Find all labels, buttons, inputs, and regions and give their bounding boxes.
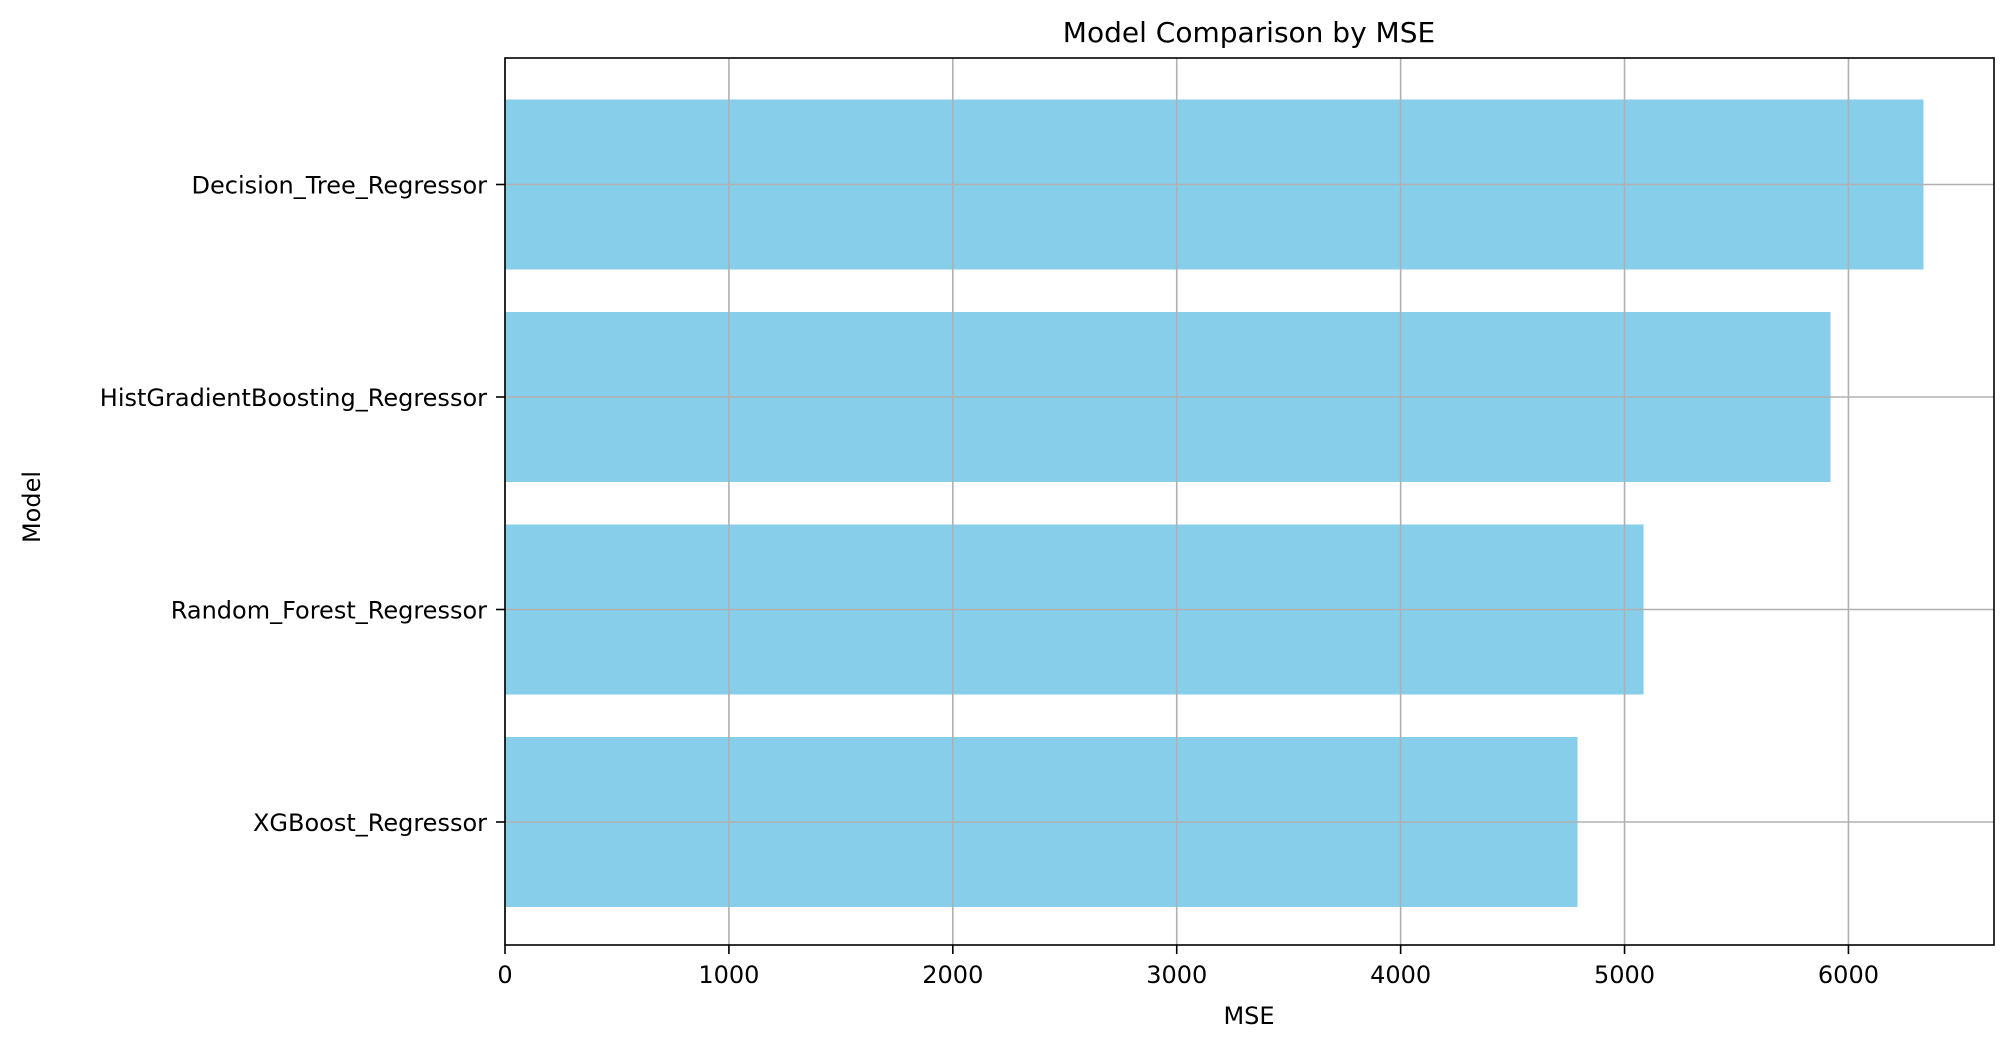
ticks-layer: 0 1000 2000 3000 4000 5000 6000 Decision_Tree_R… (100, 172, 1879, 990)
x-tick-label: 5000 (1594, 961, 1655, 989)
y-tick-label: XGBoost_Regressor (253, 809, 487, 837)
x-tick-label: 1000 (698, 961, 759, 989)
plot-frame (504, 57, 1995, 946)
x-tick-label: 0 (497, 961, 512, 989)
x-tick-label: 3000 (1146, 961, 1207, 989)
y-tick-label: HistGradientBoosting_Regressor (100, 384, 487, 412)
x-axis-label: MSE (1223, 1002, 1274, 1030)
x-tick-label: 4000 (1370, 961, 1431, 989)
y-tick-label: Random_Forest_Regressor (171, 597, 487, 625)
y-axis-label: Model (18, 471, 46, 543)
chart-title: Model Comparison by MSE (1063, 16, 1435, 49)
x-tick-label: 6000 (1818, 961, 1879, 989)
x-tick-label: 2000 (922, 961, 983, 989)
bars-layer (505, 99, 1924, 907)
y-tick-label: Decision_Tree_Regressor (192, 172, 488, 200)
